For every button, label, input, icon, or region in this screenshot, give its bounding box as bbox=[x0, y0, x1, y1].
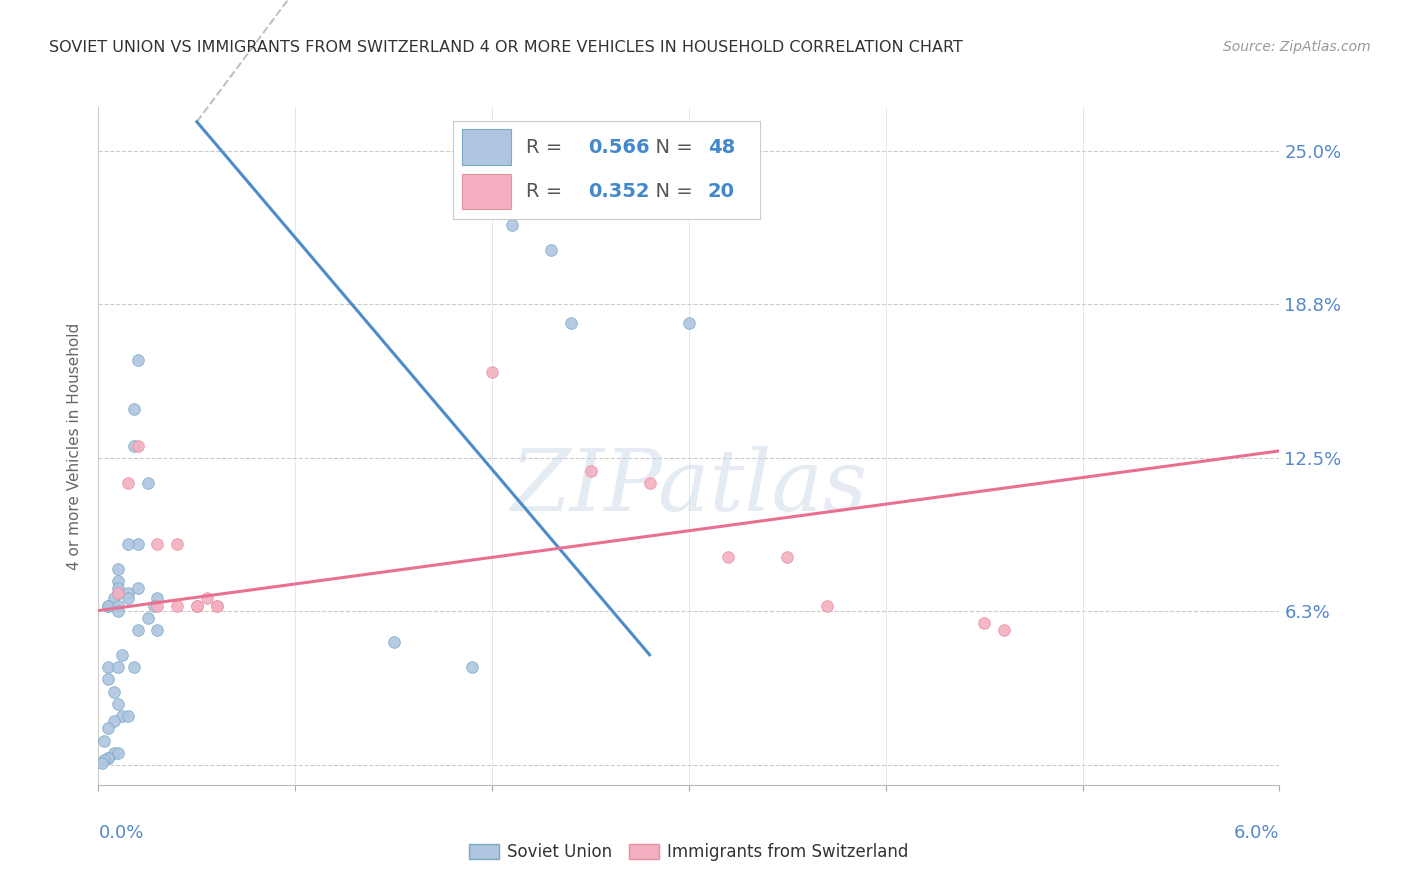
Point bbox=[481, 365, 503, 379]
Point bbox=[973, 615, 995, 630]
Point bbox=[103, 591, 125, 606]
Point bbox=[205, 599, 228, 613]
Point bbox=[195, 591, 218, 606]
Point bbox=[117, 475, 139, 490]
Text: Source: ZipAtlas.com: Source: ZipAtlas.com bbox=[1223, 40, 1371, 54]
Point bbox=[678, 316, 700, 330]
Point bbox=[186, 599, 208, 613]
Point bbox=[117, 586, 139, 600]
Point bbox=[540, 243, 562, 257]
Y-axis label: 4 or more Vehicles in Household: 4 or more Vehicles in Household bbox=[67, 322, 83, 570]
Point bbox=[579, 464, 602, 478]
Point bbox=[103, 684, 125, 698]
Point bbox=[117, 709, 139, 723]
Point bbox=[107, 599, 129, 613]
Point bbox=[382, 635, 405, 649]
Point bbox=[107, 586, 129, 600]
Point bbox=[166, 537, 188, 551]
Point bbox=[186, 599, 208, 613]
Point bbox=[93, 733, 115, 747]
Text: 0.0%: 0.0% bbox=[98, 824, 143, 842]
Point bbox=[146, 591, 169, 606]
Point bbox=[107, 562, 129, 576]
Point bbox=[107, 746, 129, 760]
Point bbox=[103, 714, 125, 728]
Point bbox=[122, 439, 145, 453]
Point bbox=[91, 756, 114, 770]
Point bbox=[540, 169, 562, 183]
Point bbox=[97, 751, 120, 765]
Point bbox=[97, 660, 120, 674]
Point bbox=[146, 599, 169, 613]
Point bbox=[107, 697, 129, 711]
Point bbox=[103, 746, 125, 760]
Point bbox=[560, 316, 582, 330]
Point bbox=[107, 574, 129, 588]
Point bbox=[127, 582, 149, 596]
Point bbox=[166, 599, 188, 613]
Text: ZIPatlas: ZIPatlas bbox=[510, 445, 868, 528]
Point bbox=[111, 648, 134, 662]
Point bbox=[97, 751, 120, 765]
Point bbox=[107, 586, 129, 600]
Point bbox=[815, 599, 838, 613]
Point bbox=[97, 673, 120, 687]
Point bbox=[127, 439, 149, 453]
Point bbox=[993, 624, 1015, 638]
Point bbox=[136, 475, 159, 490]
Point bbox=[146, 537, 169, 551]
Point bbox=[127, 537, 149, 551]
Point bbox=[122, 660, 145, 674]
Point bbox=[127, 624, 149, 638]
Text: 6.0%: 6.0% bbox=[1234, 824, 1279, 842]
Point bbox=[136, 611, 159, 625]
Point bbox=[461, 660, 484, 674]
Point bbox=[111, 709, 134, 723]
Legend: Soviet Union, Immigrants from Switzerland: Soviet Union, Immigrants from Switzerlan… bbox=[463, 837, 915, 868]
Point bbox=[97, 599, 120, 613]
Point bbox=[117, 537, 139, 551]
Point bbox=[142, 599, 165, 613]
Point bbox=[146, 624, 169, 638]
Point bbox=[97, 722, 120, 736]
Point bbox=[717, 549, 740, 564]
Point bbox=[117, 591, 139, 606]
Point bbox=[97, 599, 120, 613]
Point bbox=[107, 660, 129, 674]
Point bbox=[501, 218, 523, 232]
Point bbox=[122, 402, 145, 417]
Point bbox=[93, 753, 115, 767]
Text: SOVIET UNION VS IMMIGRANTS FROM SWITZERLAND 4 OR MORE VEHICLES IN HOUSEHOLD CORR: SOVIET UNION VS IMMIGRANTS FROM SWITZERL… bbox=[49, 40, 963, 55]
Point bbox=[107, 603, 129, 617]
Point bbox=[776, 549, 799, 564]
Point bbox=[638, 475, 661, 490]
Point bbox=[127, 353, 149, 368]
Point bbox=[205, 599, 228, 613]
Point bbox=[107, 582, 129, 596]
